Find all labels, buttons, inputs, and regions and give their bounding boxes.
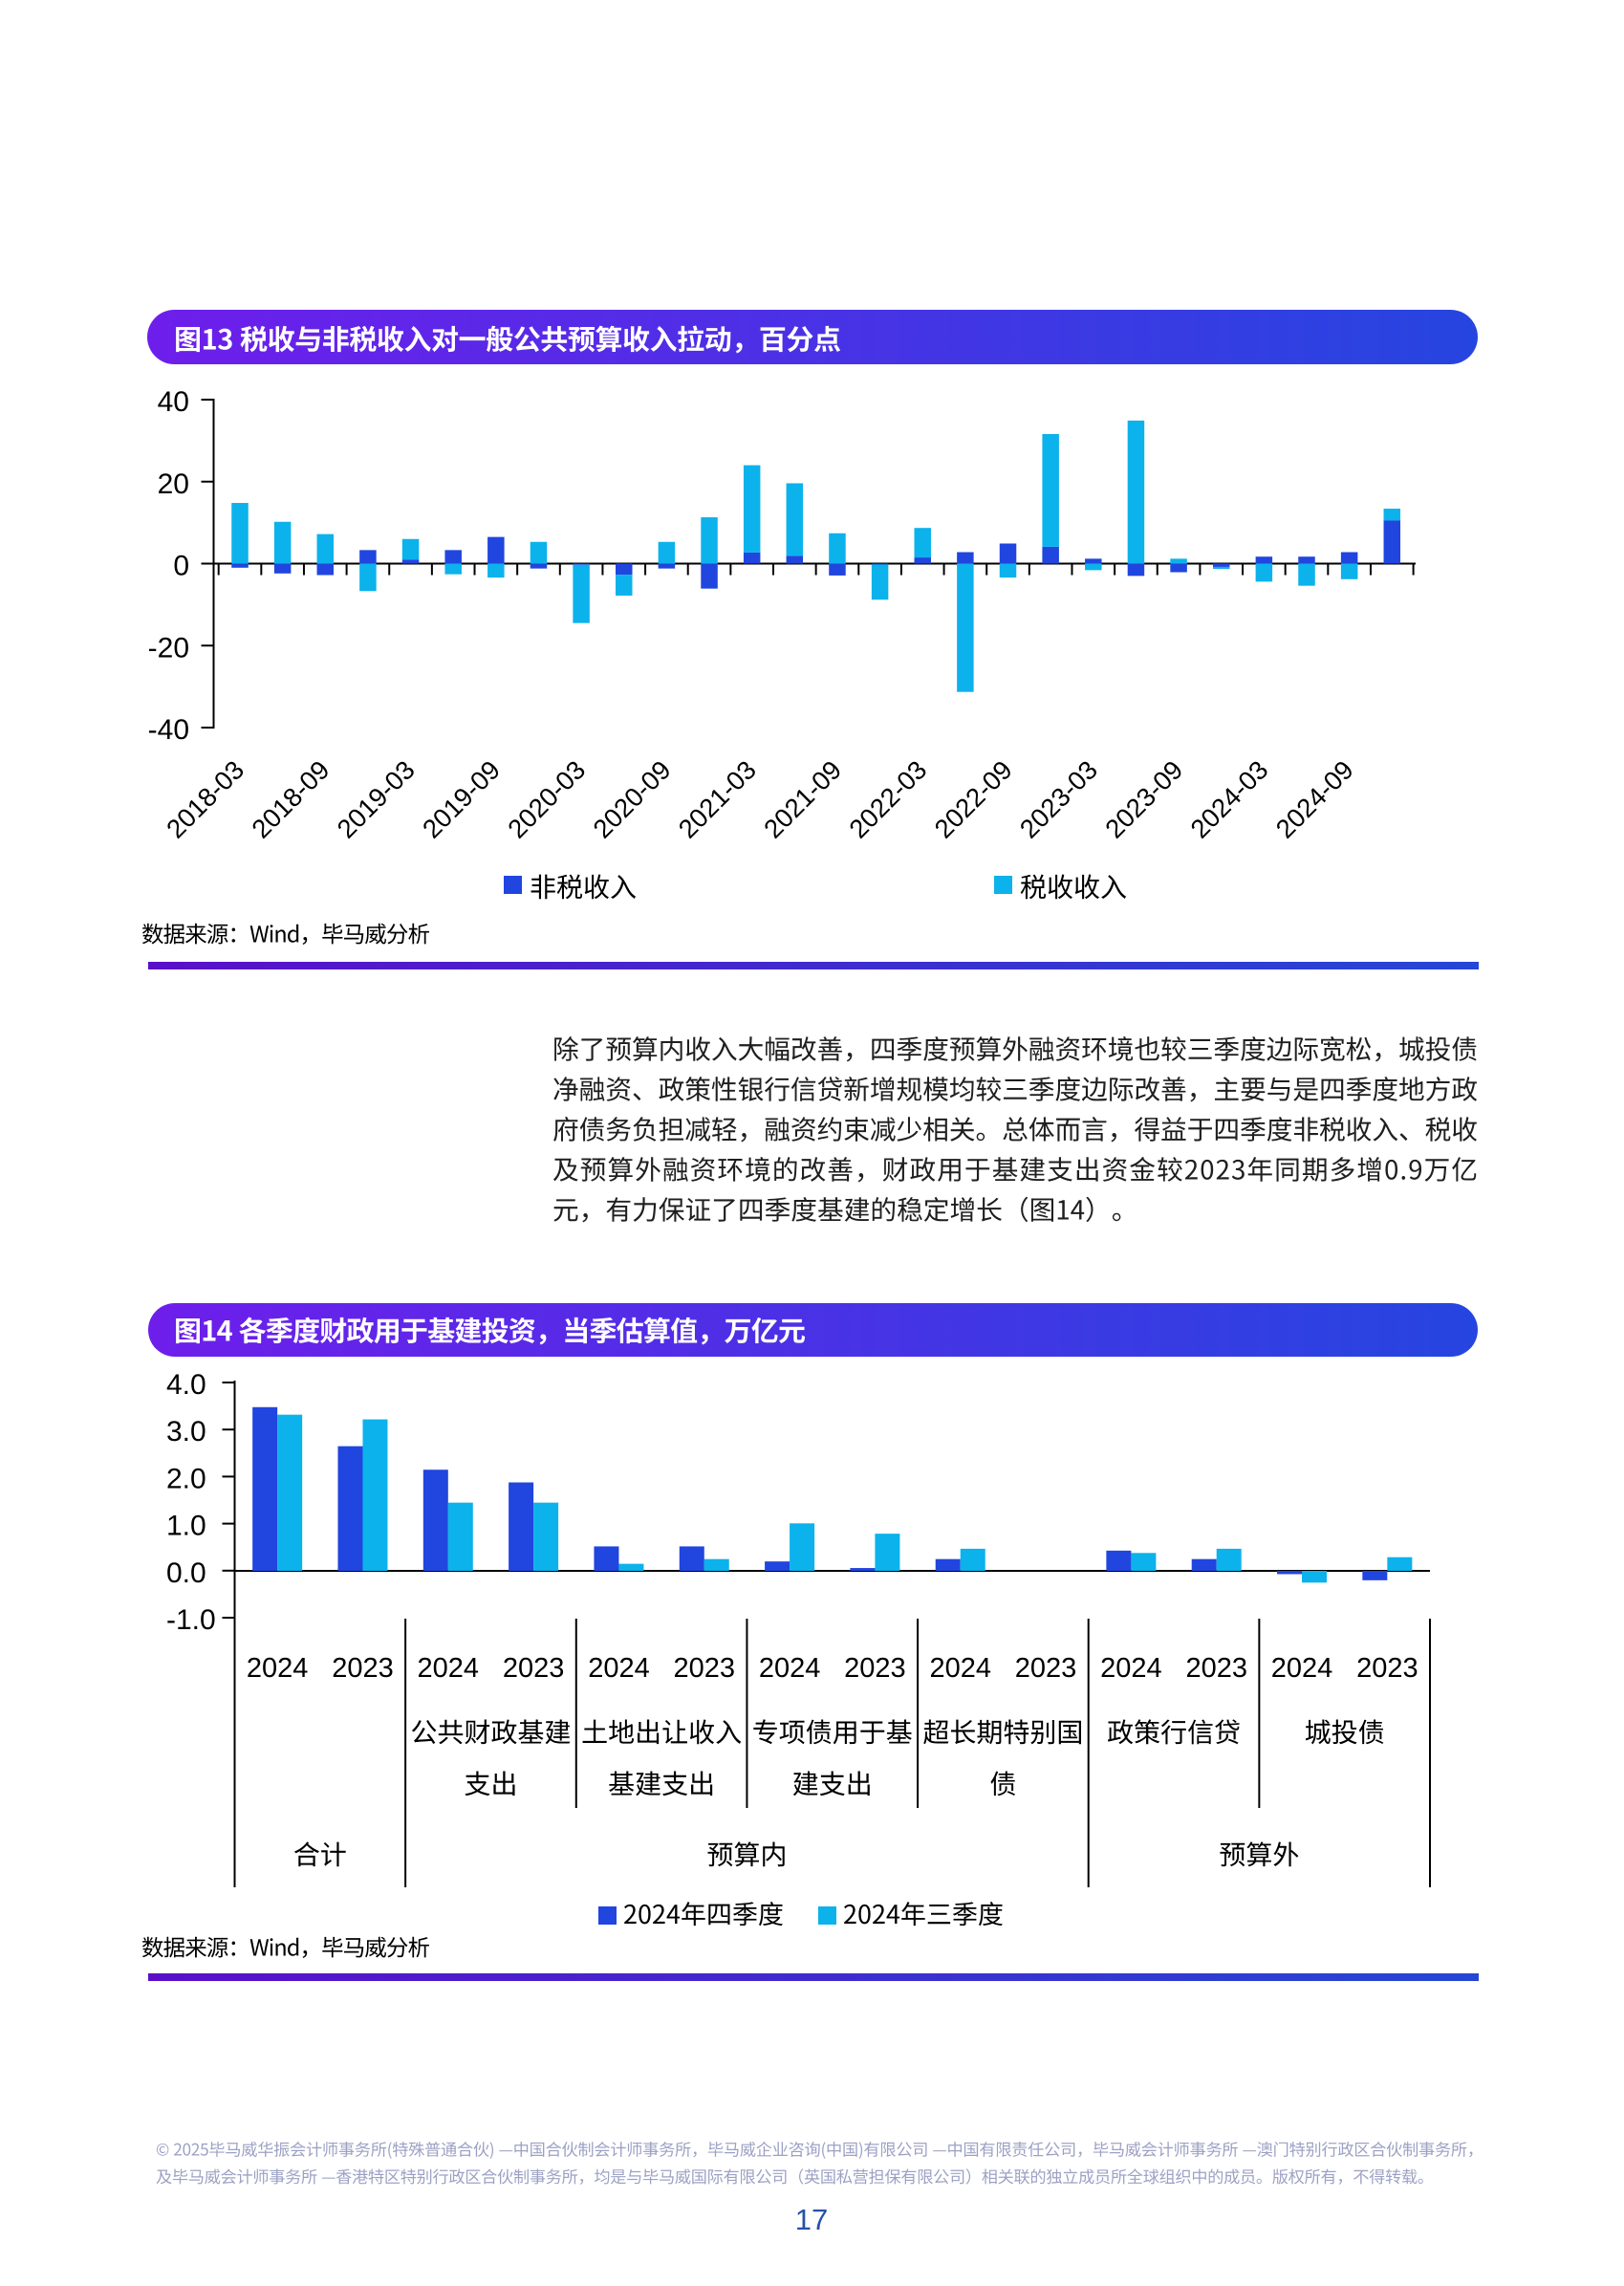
svg-text:2024: 2024 xyxy=(1271,1653,1333,1684)
svg-text:-1.0: -1.0 xyxy=(166,1604,216,1636)
svg-text:2023: 2023 xyxy=(332,1653,394,1684)
svg-text:2023: 2023 xyxy=(674,1653,736,1684)
svg-text:0: 0 xyxy=(173,551,189,582)
svg-text:2.0: 2.0 xyxy=(166,1463,206,1494)
svg-text:2023: 2023 xyxy=(844,1653,906,1684)
svg-text:2022-03: 2022-03 xyxy=(843,754,932,843)
svg-text:-20: -20 xyxy=(148,632,189,664)
svg-text:40: 40 xyxy=(158,386,189,418)
svg-text:2022-09: 2022-09 xyxy=(928,754,1017,843)
svg-text:2021-03: 2021-03 xyxy=(673,754,762,843)
svg-text:2018-09: 2018-09 xyxy=(246,754,335,843)
svg-text:2024: 2024 xyxy=(247,1653,309,1684)
svg-text:2018-03: 2018-03 xyxy=(161,754,249,843)
svg-text:2024: 2024 xyxy=(1100,1653,1162,1684)
svg-text:2024: 2024 xyxy=(759,1653,821,1684)
svg-text:2023: 2023 xyxy=(1356,1653,1418,1684)
svg-text:2019-03: 2019-03 xyxy=(332,754,421,843)
svg-text:2020-03: 2020-03 xyxy=(502,754,591,843)
svg-text:4.0: 4.0 xyxy=(166,1369,206,1401)
svg-text:2024: 2024 xyxy=(929,1653,991,1684)
svg-text:0.0: 0.0 xyxy=(166,1557,206,1589)
svg-text:1.0: 1.0 xyxy=(166,1511,206,1542)
svg-text:2023-09: 2023-09 xyxy=(1099,754,1188,843)
svg-text:2019-09: 2019-09 xyxy=(417,754,506,843)
svg-text:2024: 2024 xyxy=(588,1653,650,1684)
svg-text:2023: 2023 xyxy=(1015,1653,1077,1684)
svg-text:2021-09: 2021-09 xyxy=(758,754,847,843)
svg-text:20: 20 xyxy=(158,468,189,500)
svg-text:2024-03: 2024-03 xyxy=(1184,754,1273,843)
svg-text:2020-09: 2020-09 xyxy=(587,754,676,843)
svg-text:2024: 2024 xyxy=(418,1653,480,1684)
svg-text:2023: 2023 xyxy=(1185,1653,1247,1684)
svg-text:2023: 2023 xyxy=(503,1653,565,1684)
svg-text:2024-09: 2024-09 xyxy=(1270,754,1359,843)
svg-text:-40: -40 xyxy=(148,714,189,746)
svg-text:3.0: 3.0 xyxy=(166,1416,206,1448)
svg-text:2023-03: 2023-03 xyxy=(1014,754,1103,843)
svg-text:17: 17 xyxy=(795,2203,828,2236)
